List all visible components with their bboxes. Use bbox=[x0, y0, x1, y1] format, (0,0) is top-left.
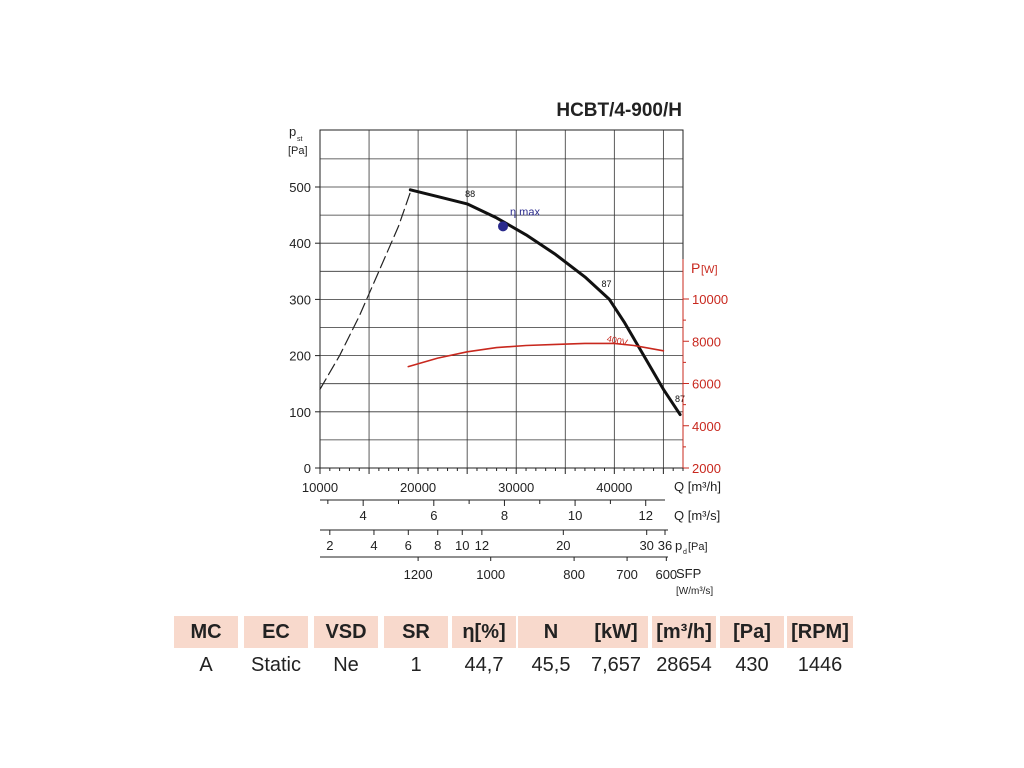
y-tick-label: 0 bbox=[304, 461, 311, 476]
power-axis-label: P bbox=[691, 260, 700, 276]
sfp-tick-label: 600 bbox=[655, 567, 677, 582]
power-tick-label: 10000 bbox=[692, 292, 728, 307]
value-mc: A bbox=[199, 654, 213, 676]
table-header-row: MC EC VSD SR η[%] N [kW] [m³/h] [Pa] [RP… bbox=[174, 616, 854, 648]
header-mc: MC bbox=[174, 616, 238, 648]
pd-axis-label: p bbox=[675, 538, 682, 553]
power-axis-unit: [W] bbox=[701, 264, 718, 276]
sfp-label: SFP bbox=[676, 566, 701, 581]
m3s-tick-label: 4 bbox=[360, 508, 367, 523]
m3s-tick-label: 6 bbox=[430, 508, 437, 523]
header-efficiency: η[%] bbox=[452, 616, 516, 648]
table-value-row: A Static Ne 1 44,7 45,5 7,657 28654 430 … bbox=[174, 649, 854, 681]
power-curve-label: 400V bbox=[606, 334, 629, 348]
pd-tick-label: 20 bbox=[556, 538, 570, 553]
pd-tick-label: 6 bbox=[405, 538, 412, 553]
x-tick-label: 30000 bbox=[498, 480, 534, 495]
axes: 0 100 200 300 400 500 2000 4000 6000 8000 10000 100… bbox=[289, 180, 728, 495]
y-tick-label: 100 bbox=[289, 405, 311, 420]
value-ec: Static bbox=[250, 654, 302, 676]
m3s-tick-label: 12 bbox=[638, 508, 652, 523]
x-tick-label: 10000 bbox=[302, 480, 338, 495]
grid bbox=[319, 129, 684, 469]
efficiency-label: 87 bbox=[675, 394, 685, 404]
pd-tick-label: 10 bbox=[455, 538, 469, 553]
y-axis-unit: [Pa] bbox=[288, 145, 308, 157]
x-tick-label: 40000 bbox=[596, 480, 632, 495]
power-curve bbox=[407, 342, 665, 368]
power-tick-label: 6000 bbox=[692, 377, 721, 392]
fan-curve bbox=[408, 188, 682, 417]
x-axis-label-m3h: Q [m³/h] bbox=[674, 479, 721, 494]
pd-tick-label: 4 bbox=[370, 538, 377, 553]
efficiency-label: 88 bbox=[465, 189, 475, 199]
pd-axis-label-sub: d bbox=[683, 549, 687, 556]
header-sr: SR bbox=[384, 616, 448, 648]
header-ec: EC bbox=[244, 616, 308, 648]
y-axis-label: p bbox=[289, 124, 296, 139]
y-tick-label: 400 bbox=[289, 236, 311, 251]
eta-max-point bbox=[498, 221, 509, 232]
x-axis-label-m3s: Q [m³/s] bbox=[674, 508, 720, 523]
y-tick-label: 300 bbox=[289, 292, 311, 307]
header-n: N bbox=[518, 616, 584, 648]
header-kw: [kW] bbox=[584, 616, 648, 648]
sfp-unit: [W/m³/s] bbox=[676, 586, 713, 597]
value-kw: 7,657 bbox=[590, 654, 642, 676]
value-m3h: 28654 bbox=[656, 654, 712, 676]
value-n: 45,5 bbox=[531, 654, 571, 676]
m3s-tick-label: 8 bbox=[501, 508, 508, 523]
header-m3h: [m³/h] bbox=[652, 616, 716, 648]
power-tick-label: 2000 bbox=[692, 461, 721, 476]
header-vsd: VSD bbox=[314, 616, 378, 648]
curves: 400V 88 87 87 η max bbox=[319, 188, 685, 417]
pd-tick-label: 12 bbox=[475, 538, 489, 553]
value-pa: 430 bbox=[735, 654, 769, 676]
m3s-tick-label: 10 bbox=[568, 508, 582, 523]
pd-tick-label: 30 bbox=[639, 538, 653, 553]
x-tick-label: 20000 bbox=[400, 480, 436, 495]
efficiency-label: 87 bbox=[601, 279, 611, 289]
power-tick-label: 8000 bbox=[692, 334, 721, 349]
chart-title: HCBT/4-900/H bbox=[556, 100, 682, 121]
system-curve bbox=[319, 189, 412, 390]
pd-axis-unit: [Pa] bbox=[688, 541, 708, 553]
header-pa: [Pa] bbox=[720, 616, 784, 648]
sfp-tick-label: 1200 bbox=[404, 567, 433, 582]
secondary-scales: 4 6 8 10 12 2 4 6 8 10 12 20 30 36 1200 1000 800 700 600 bbox=[320, 499, 677, 582]
value-rpm: 1446 bbox=[797, 654, 843, 676]
sfp-tick-label: 1000 bbox=[476, 567, 505, 582]
pd-tick-label: 2 bbox=[326, 538, 333, 553]
value-efficiency: 44,7 bbox=[464, 654, 504, 676]
y-tick-label: 500 bbox=[289, 180, 311, 195]
sfp-tick-label: 700 bbox=[616, 567, 638, 582]
value-sr: 1 bbox=[410, 654, 422, 676]
pd-tick-label: 36 bbox=[658, 538, 672, 553]
power-tick-label: 4000 bbox=[692, 419, 721, 434]
eta-max-label: η max bbox=[510, 206, 540, 218]
y-tick-label: 200 bbox=[289, 349, 311, 364]
sfp-tick-label: 800 bbox=[563, 567, 585, 582]
pd-tick-label: 8 bbox=[434, 538, 441, 553]
header-rpm: [RPM] bbox=[787, 616, 853, 648]
value-vsd: Ne bbox=[333, 654, 359, 676]
y-axis-label-sub: st bbox=[297, 136, 303, 143]
